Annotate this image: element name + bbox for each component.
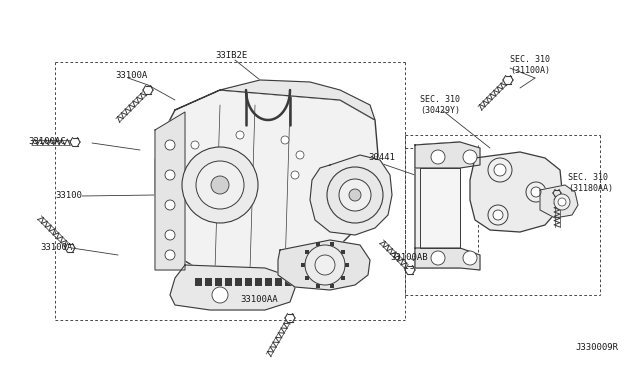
Circle shape bbox=[291, 171, 299, 179]
Text: 33IB2E: 33IB2E bbox=[215, 51, 247, 60]
Text: 33100A: 33100A bbox=[115, 71, 147, 80]
Bar bbox=[305, 250, 309, 254]
Bar bbox=[245, 278, 252, 286]
Circle shape bbox=[531, 187, 541, 197]
Circle shape bbox=[488, 158, 512, 182]
Circle shape bbox=[281, 136, 289, 144]
Bar bbox=[316, 242, 320, 246]
Polygon shape bbox=[310, 155, 392, 235]
Polygon shape bbox=[170, 265, 295, 310]
Bar bbox=[330, 284, 334, 288]
Circle shape bbox=[431, 251, 445, 265]
Polygon shape bbox=[470, 152, 562, 232]
Circle shape bbox=[165, 170, 175, 180]
Circle shape bbox=[305, 245, 345, 285]
Circle shape bbox=[191, 141, 199, 149]
Circle shape bbox=[494, 164, 506, 176]
Circle shape bbox=[558, 198, 566, 206]
Text: SEC. 310
(30429Y): SEC. 310 (30429Y) bbox=[420, 95, 460, 115]
Polygon shape bbox=[278, 240, 370, 290]
Circle shape bbox=[463, 150, 477, 164]
Text: 33100AC: 33100AC bbox=[28, 138, 66, 147]
Bar bbox=[301, 263, 305, 267]
Bar bbox=[265, 278, 272, 286]
Circle shape bbox=[315, 255, 335, 275]
Circle shape bbox=[526, 182, 546, 202]
Text: J330009R: J330009R bbox=[575, 343, 618, 353]
Polygon shape bbox=[540, 185, 578, 218]
Bar bbox=[420, 168, 460, 248]
Bar bbox=[205, 278, 212, 286]
Bar bbox=[340, 250, 345, 254]
Bar bbox=[275, 278, 282, 286]
Bar bbox=[340, 276, 345, 280]
Circle shape bbox=[165, 140, 175, 150]
Bar bbox=[255, 278, 262, 286]
Circle shape bbox=[212, 287, 228, 303]
Circle shape bbox=[493, 210, 503, 220]
Circle shape bbox=[182, 147, 258, 223]
Polygon shape bbox=[175, 80, 375, 120]
Text: 33100AB: 33100AB bbox=[390, 253, 428, 263]
Bar bbox=[215, 278, 222, 286]
Text: 33100A: 33100A bbox=[40, 244, 72, 253]
Bar bbox=[225, 278, 232, 286]
Text: 33100: 33100 bbox=[55, 190, 82, 199]
Polygon shape bbox=[155, 90, 378, 278]
Polygon shape bbox=[415, 248, 480, 270]
Circle shape bbox=[488, 205, 508, 225]
Circle shape bbox=[165, 200, 175, 210]
Circle shape bbox=[165, 230, 175, 240]
Bar bbox=[195, 278, 202, 286]
Bar bbox=[345, 263, 349, 267]
Circle shape bbox=[554, 194, 570, 210]
Circle shape bbox=[339, 179, 371, 211]
Bar bbox=[316, 284, 320, 288]
Bar bbox=[305, 276, 309, 280]
Bar bbox=[285, 278, 292, 286]
Circle shape bbox=[211, 176, 229, 194]
Text: 30441: 30441 bbox=[368, 154, 395, 163]
Bar bbox=[330, 242, 334, 246]
Bar bbox=[295, 278, 302, 286]
Bar bbox=[235, 278, 242, 286]
Polygon shape bbox=[415, 142, 460, 268]
Circle shape bbox=[296, 151, 304, 159]
Text: SEC. 310
(31100A): SEC. 310 (31100A) bbox=[510, 55, 550, 75]
Text: SEC. 310
(31180AA): SEC. 310 (31180AA) bbox=[568, 173, 613, 193]
Polygon shape bbox=[415, 142, 480, 168]
Circle shape bbox=[327, 167, 383, 223]
Text: 33100AA: 33100AA bbox=[240, 295, 278, 305]
Bar bbox=[305, 278, 312, 286]
Circle shape bbox=[165, 250, 175, 260]
Circle shape bbox=[236, 131, 244, 139]
Circle shape bbox=[431, 150, 445, 164]
Circle shape bbox=[463, 251, 477, 265]
Polygon shape bbox=[155, 112, 185, 270]
Circle shape bbox=[196, 161, 244, 209]
Circle shape bbox=[349, 189, 361, 201]
